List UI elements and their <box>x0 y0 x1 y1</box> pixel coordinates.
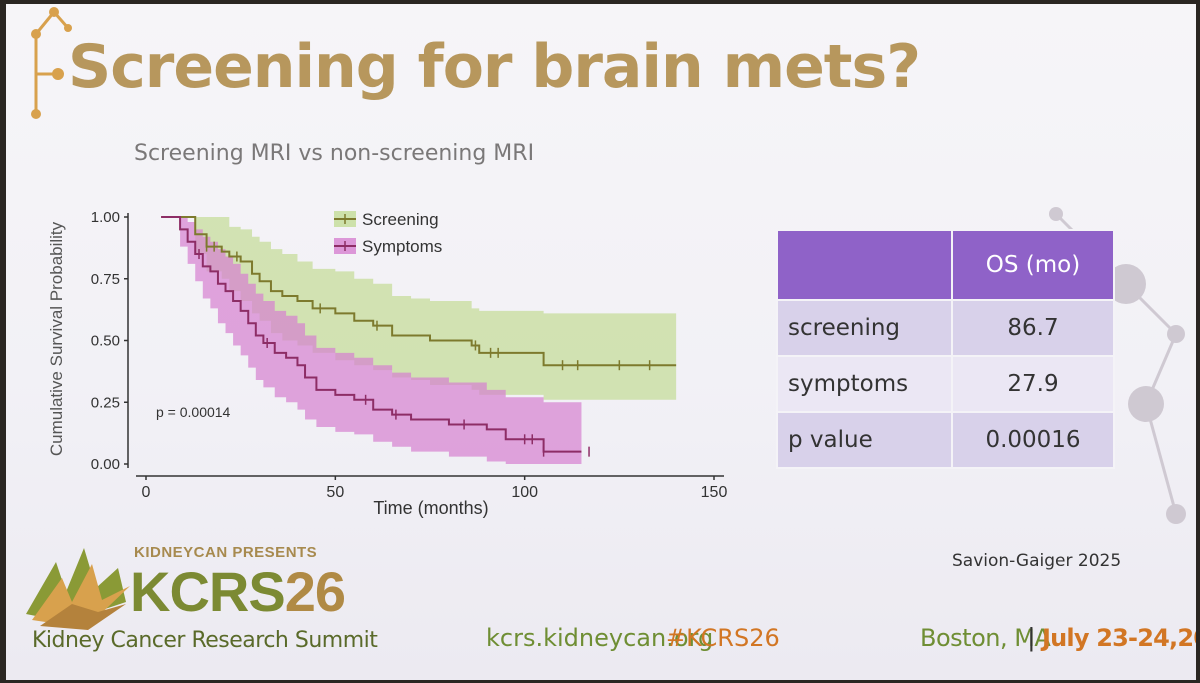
event-code: KCRS26 <box>130 557 346 627</box>
slide: Screening for brain mets? Screening MRI … <box>6 4 1196 680</box>
slide-subtitle: Screening MRI vs non-screening MRI <box>134 141 535 166</box>
table-cell-value: 0.00016 <box>951 411 1115 469</box>
x-tick-label: 0 <box>142 484 151 501</box>
summit-name: Kidney Cancer Research Summit <box>32 628 378 653</box>
confidence-band <box>161 217 677 400</box>
confidence-band <box>161 217 582 464</box>
x-tick-label: 100 <box>511 484 538 501</box>
molecule-decoration <box>31 7 72 119</box>
chart-legend: Screening Symptoms <box>334 210 442 256</box>
kcrs-logo-icon <box>26 548 130 630</box>
survival-curve <box>161 216 582 453</box>
footer-hashtag: #KCRS26 <box>666 624 780 652</box>
censor-marks <box>198 241 651 457</box>
legend-label: Symptoms <box>362 237 442 256</box>
table-row: p value 0.00016 <box>776 411 1115 469</box>
x-tick-label: 50 <box>326 484 344 501</box>
table-header-cell: OS (mo) <box>951 229 1115 301</box>
confidence-bands <box>161 217 677 464</box>
chart-axes: 0.00 0.25 0.50 0.75 1.00 0 50 100 150 <box>91 209 728 501</box>
table-cell-value: 27.9 <box>951 355 1115 413</box>
slide-title: Screening for brain mets? <box>68 32 921 102</box>
table-cell-value: 86.7 <box>951 299 1115 357</box>
survival-curve <box>161 216 677 367</box>
table-header-row: OS (mo) <box>776 229 1115 301</box>
p-value-annotation: p = 0.00014 <box>156 404 231 420</box>
overall-survival-table: OS (mo) screening 86.7 symptoms 27.9 p v… <box>776 229 1115 469</box>
event-code-year: 26 <box>284 560 346 623</box>
kaplan-meier-chart: 0.000.250.500.751.000 50 100 150 ScreeningS… <box>47 209 728 518</box>
event-code-letters: KCRS <box>130 560 286 623</box>
table-cell-label: p value <box>776 411 953 469</box>
table-cell-label: screening <box>776 299 953 357</box>
footer-separator: | <box>1028 622 1035 652</box>
y-tick-label: 1.00 <box>91 209 120 226</box>
y-axis-label: Cumulative Survival Probability <box>47 221 66 456</box>
table-cell-label: symptoms <box>776 355 953 413</box>
legend-label: Screening <box>362 210 439 229</box>
footer-dates: July 23-24,2026 <box>1042 624 1196 652</box>
footer-location: Boston, MA <box>920 624 1051 652</box>
y-tick-label: 0.50 <box>91 333 120 350</box>
presenter-label: KIDNEYCAN PRESENTS <box>134 544 318 561</box>
table-row: screening 86.7 <box>776 299 1115 357</box>
table-header-cell <box>776 229 953 301</box>
y-tick-label: 0.75 <box>91 271 120 288</box>
survival-curves <box>161 216 677 453</box>
citation: Savion-Gaiger 2025 <box>952 551 1122 571</box>
footer-url: kcrs.kidneycan.org <box>486 624 714 652</box>
table-row: symptoms 27.9 <box>776 355 1115 413</box>
y-tick-label: 0.25 <box>91 394 120 411</box>
x-axis-label: Time (months) <box>373 498 488 518</box>
x-tick-label: 150 <box>701 484 728 501</box>
y-tick-label: 0.00 <box>91 456 120 473</box>
